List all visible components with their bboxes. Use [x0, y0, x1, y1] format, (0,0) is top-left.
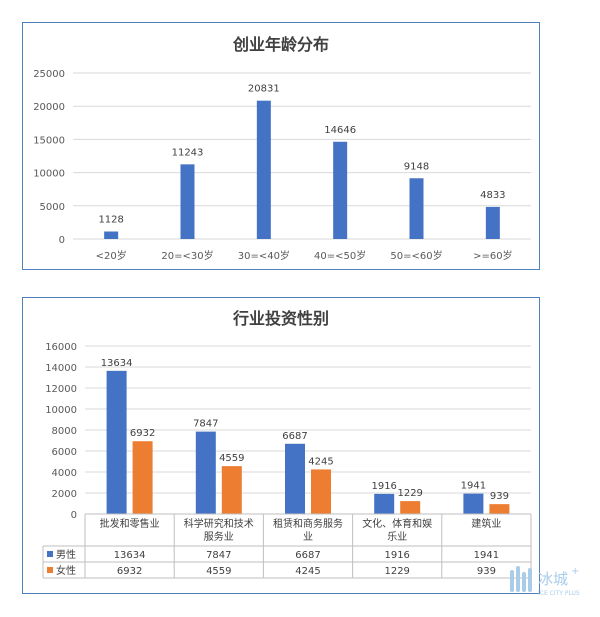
x-tick-label: 科学研究和技术服务业 — [184, 517, 254, 543]
watermark-text: 冰城 — [538, 570, 568, 588]
x-tick-label: 20=<30岁 — [161, 249, 213, 262]
y-tick-label: 2000 — [52, 489, 77, 500]
chart-title: 行业投资性别 — [232, 309, 329, 328]
legend-entry: 女性 — [56, 564, 76, 577]
y-tick-label: 10000 — [33, 169, 65, 180]
table-cell: 1229 — [384, 566, 409, 577]
y-tick-label: 14000 — [45, 363, 77, 374]
bar — [400, 501, 421, 514]
bar — [311, 469, 331, 514]
data-label: 939 — [490, 491, 509, 502]
bar — [106, 370, 127, 514]
legend-swatch — [47, 551, 53, 557]
x-tick-label: 30=<40岁 — [238, 249, 290, 262]
ice-city-watermark: 冰城 + ICE CITY PLUS — [508, 562, 598, 600]
ice-city-logo-icon: 冰城 + ICE CITY PLUS — [510, 566, 580, 597]
y-tick-label: 20000 — [33, 102, 65, 113]
data-label: 4833 — [480, 190, 505, 201]
table-cell: 6687 — [295, 550, 320, 561]
table-cell: 6932 — [117, 566, 142, 577]
y-tick-label: 0 — [59, 235, 65, 246]
data-label: 4559 — [219, 453, 244, 464]
y-tick-label: 15000 — [33, 135, 65, 146]
bar — [485, 206, 500, 239]
table-cell: 13634 — [114, 550, 146, 561]
bar — [221, 466, 242, 514]
table-cell: 939 — [477, 566, 496, 577]
watermark-subtext: ICE CITY PLUS — [538, 590, 580, 597]
watermark-plus-glyph: + — [571, 566, 579, 577]
bar — [374, 493, 395, 514]
data-label: 6687 — [282, 431, 307, 442]
y-tick-label: 6000 — [52, 447, 77, 458]
x-tick-label: >=60岁 — [473, 249, 512, 262]
y-tick-label: 16000 — [45, 342, 77, 353]
data-label: 1916 — [371, 481, 396, 492]
data-label: 11243 — [172, 147, 204, 158]
bar — [463, 493, 484, 514]
data-label: 6932 — [130, 428, 155, 439]
x-tick-label: 40=<50岁 — [314, 249, 366, 262]
data-label: 7847 — [193, 419, 218, 430]
table-cell: 7847 — [206, 550, 231, 561]
bar — [104, 231, 119, 239]
y-tick-label: 8000 — [52, 426, 77, 437]
data-label: 9148 — [404, 161, 429, 172]
y-tick-label: 5000 — [40, 202, 65, 213]
y-tick-label: 12000 — [45, 384, 77, 395]
chart-title: 创业年龄分布 — [232, 35, 329, 54]
data-label: 14646 — [324, 125, 356, 136]
bar — [409, 178, 424, 239]
bar — [132, 441, 153, 514]
industry-gender-plot: 行业投资性别 0 2000 4000 6000 8000 10000 12000 14000 16… — [42, 309, 532, 579]
x-tick-label: 50=<60岁 — [390, 249, 442, 262]
legend-entry: 男性 — [56, 548, 76, 561]
data-label: 20831 — [248, 84, 280, 95]
table-cell: 1916 — [384, 550, 409, 561]
data-label: 1128 — [98, 215, 123, 226]
age-distribution-chart: 创业年龄分布 0 5000 10000 15000 20000 25000 1128 <20岁 1… — [22, 22, 540, 270]
table-cell: 4559 — [206, 566, 231, 577]
table-cell: 4245 — [295, 566, 320, 577]
x-tick-label: 租赁和商务服务业 — [273, 517, 343, 543]
y-tick-label: 10000 — [45, 405, 77, 416]
data-label: 4245 — [308, 456, 333, 467]
x-tick-label: 批发和零售业 — [100, 517, 160, 530]
y-tick-label: 25000 — [33, 69, 65, 80]
x-tick-label: <20岁 — [96, 249, 127, 262]
bar — [195, 431, 216, 514]
bar — [256, 100, 271, 239]
bar — [180, 164, 195, 239]
bar — [489, 504, 510, 514]
x-tick-label: 文化、体育和娱乐业 — [362, 517, 432, 543]
y-tick-label: 4000 — [52, 468, 77, 479]
industry-gender-chart: 行业投资性别 0 2000 4000 6000 8000 10000 12000 14000 16… — [22, 297, 540, 594]
bar — [333, 141, 348, 239]
age-distribution-plot: 创业年龄分布 0 5000 10000 15000 20000 25000 1128 <20岁 1… — [33, 35, 531, 262]
table-cell: 1941 — [474, 550, 499, 561]
x-tick-label: 建筑业 — [471, 517, 501, 530]
legend-swatch — [47, 567, 53, 573]
data-label: 1941 — [461, 481, 486, 492]
data-label: 1229 — [397, 488, 422, 499]
y-tick-label: 0 — [71, 510, 77, 521]
bar — [285, 443, 305, 514]
data-label: 13634 — [101, 358, 133, 369]
